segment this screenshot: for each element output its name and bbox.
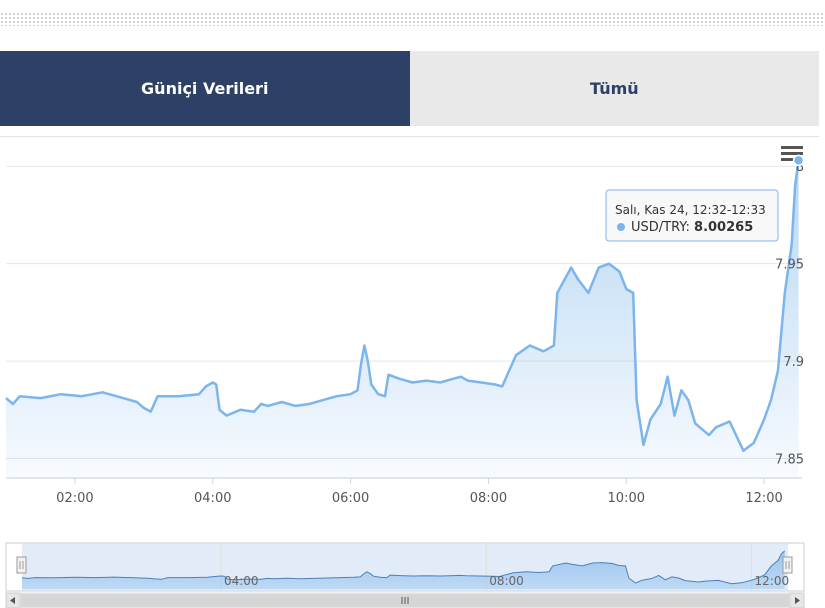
tab-intraday[interactable]: Güniçi Verileri bbox=[0, 51, 410, 126]
arrow-right-icon[interactable] bbox=[789, 592, 805, 608]
x-axis: 02:00 04:00 06:00 08:00 10:00 12:00 bbox=[56, 478, 783, 506]
arrow-left-icon[interactable] bbox=[5, 592, 21, 608]
tab-all[interactable]: Tümü bbox=[409, 51, 819, 126]
y-tick-label: 7.95 bbox=[775, 258, 804, 273]
series-area bbox=[6, 160, 799, 478]
page-top-strip bbox=[0, 0, 825, 8]
navigator-line bbox=[21, 550, 786, 585]
tooltip-header: Salı, Kas 24, 12:32-12:33 bbox=[615, 203, 766, 217]
x-tick-label: 04:00 bbox=[194, 491, 231, 506]
y-tick-label: 7.9 bbox=[783, 355, 804, 370]
x-tick-label: 10:00 bbox=[608, 491, 645, 506]
chart-container: 02:00 04:00 06:00 08:00 10:00 12:00 7.85 7.9 7.… bbox=[0, 136, 819, 608]
x-tick-label: 06:00 bbox=[332, 491, 369, 506]
tooltip-row: USD/TRY: 8.00265 bbox=[631, 220, 753, 235]
price-chart: 02:00 04:00 06:00 08:00 10:00 12:00 7.857.97.… bbox=[5, 146, 805, 608]
tooltip: Salı, Kas 24, 12:32-12:33 USD/TRY: 8.002… bbox=[605, 189, 779, 242]
y-tick-label: 8 bbox=[796, 160, 804, 175]
navigator-labels: 04:00 08:00 12:00 bbox=[224, 574, 789, 588]
y-tick-label: 7.85 bbox=[775, 453, 804, 468]
navigator-area bbox=[22, 550, 785, 589]
y-axis: 7.85 7.9 7.95 8 bbox=[775, 160, 804, 467]
tooltip-marker bbox=[617, 223, 625, 231]
hover-point bbox=[792, 154, 805, 167]
navigator-tick-label: 12:00 bbox=[755, 574, 790, 588]
series-line bbox=[5, 160, 800, 452]
navigator-handle-left[interactable] bbox=[16, 556, 27, 574]
x-tick-label: 08:00 bbox=[470, 491, 507, 506]
navigator-tick-label: 04:00 bbox=[224, 574, 259, 588]
tab-bar: Güniçi Verileri Tümü bbox=[0, 51, 819, 126]
navigator-handle-right[interactable] bbox=[782, 556, 793, 574]
grip-icon bbox=[401, 597, 409, 604]
navigator-tick-label: 08:00 bbox=[489, 574, 524, 588]
x-tick-label: 02:00 bbox=[56, 491, 93, 506]
x-tick-label: 12:00 bbox=[745, 491, 782, 506]
dotted-separator bbox=[0, 12, 825, 26]
hamburger-menu-icon[interactable] bbox=[781, 146, 803, 161]
